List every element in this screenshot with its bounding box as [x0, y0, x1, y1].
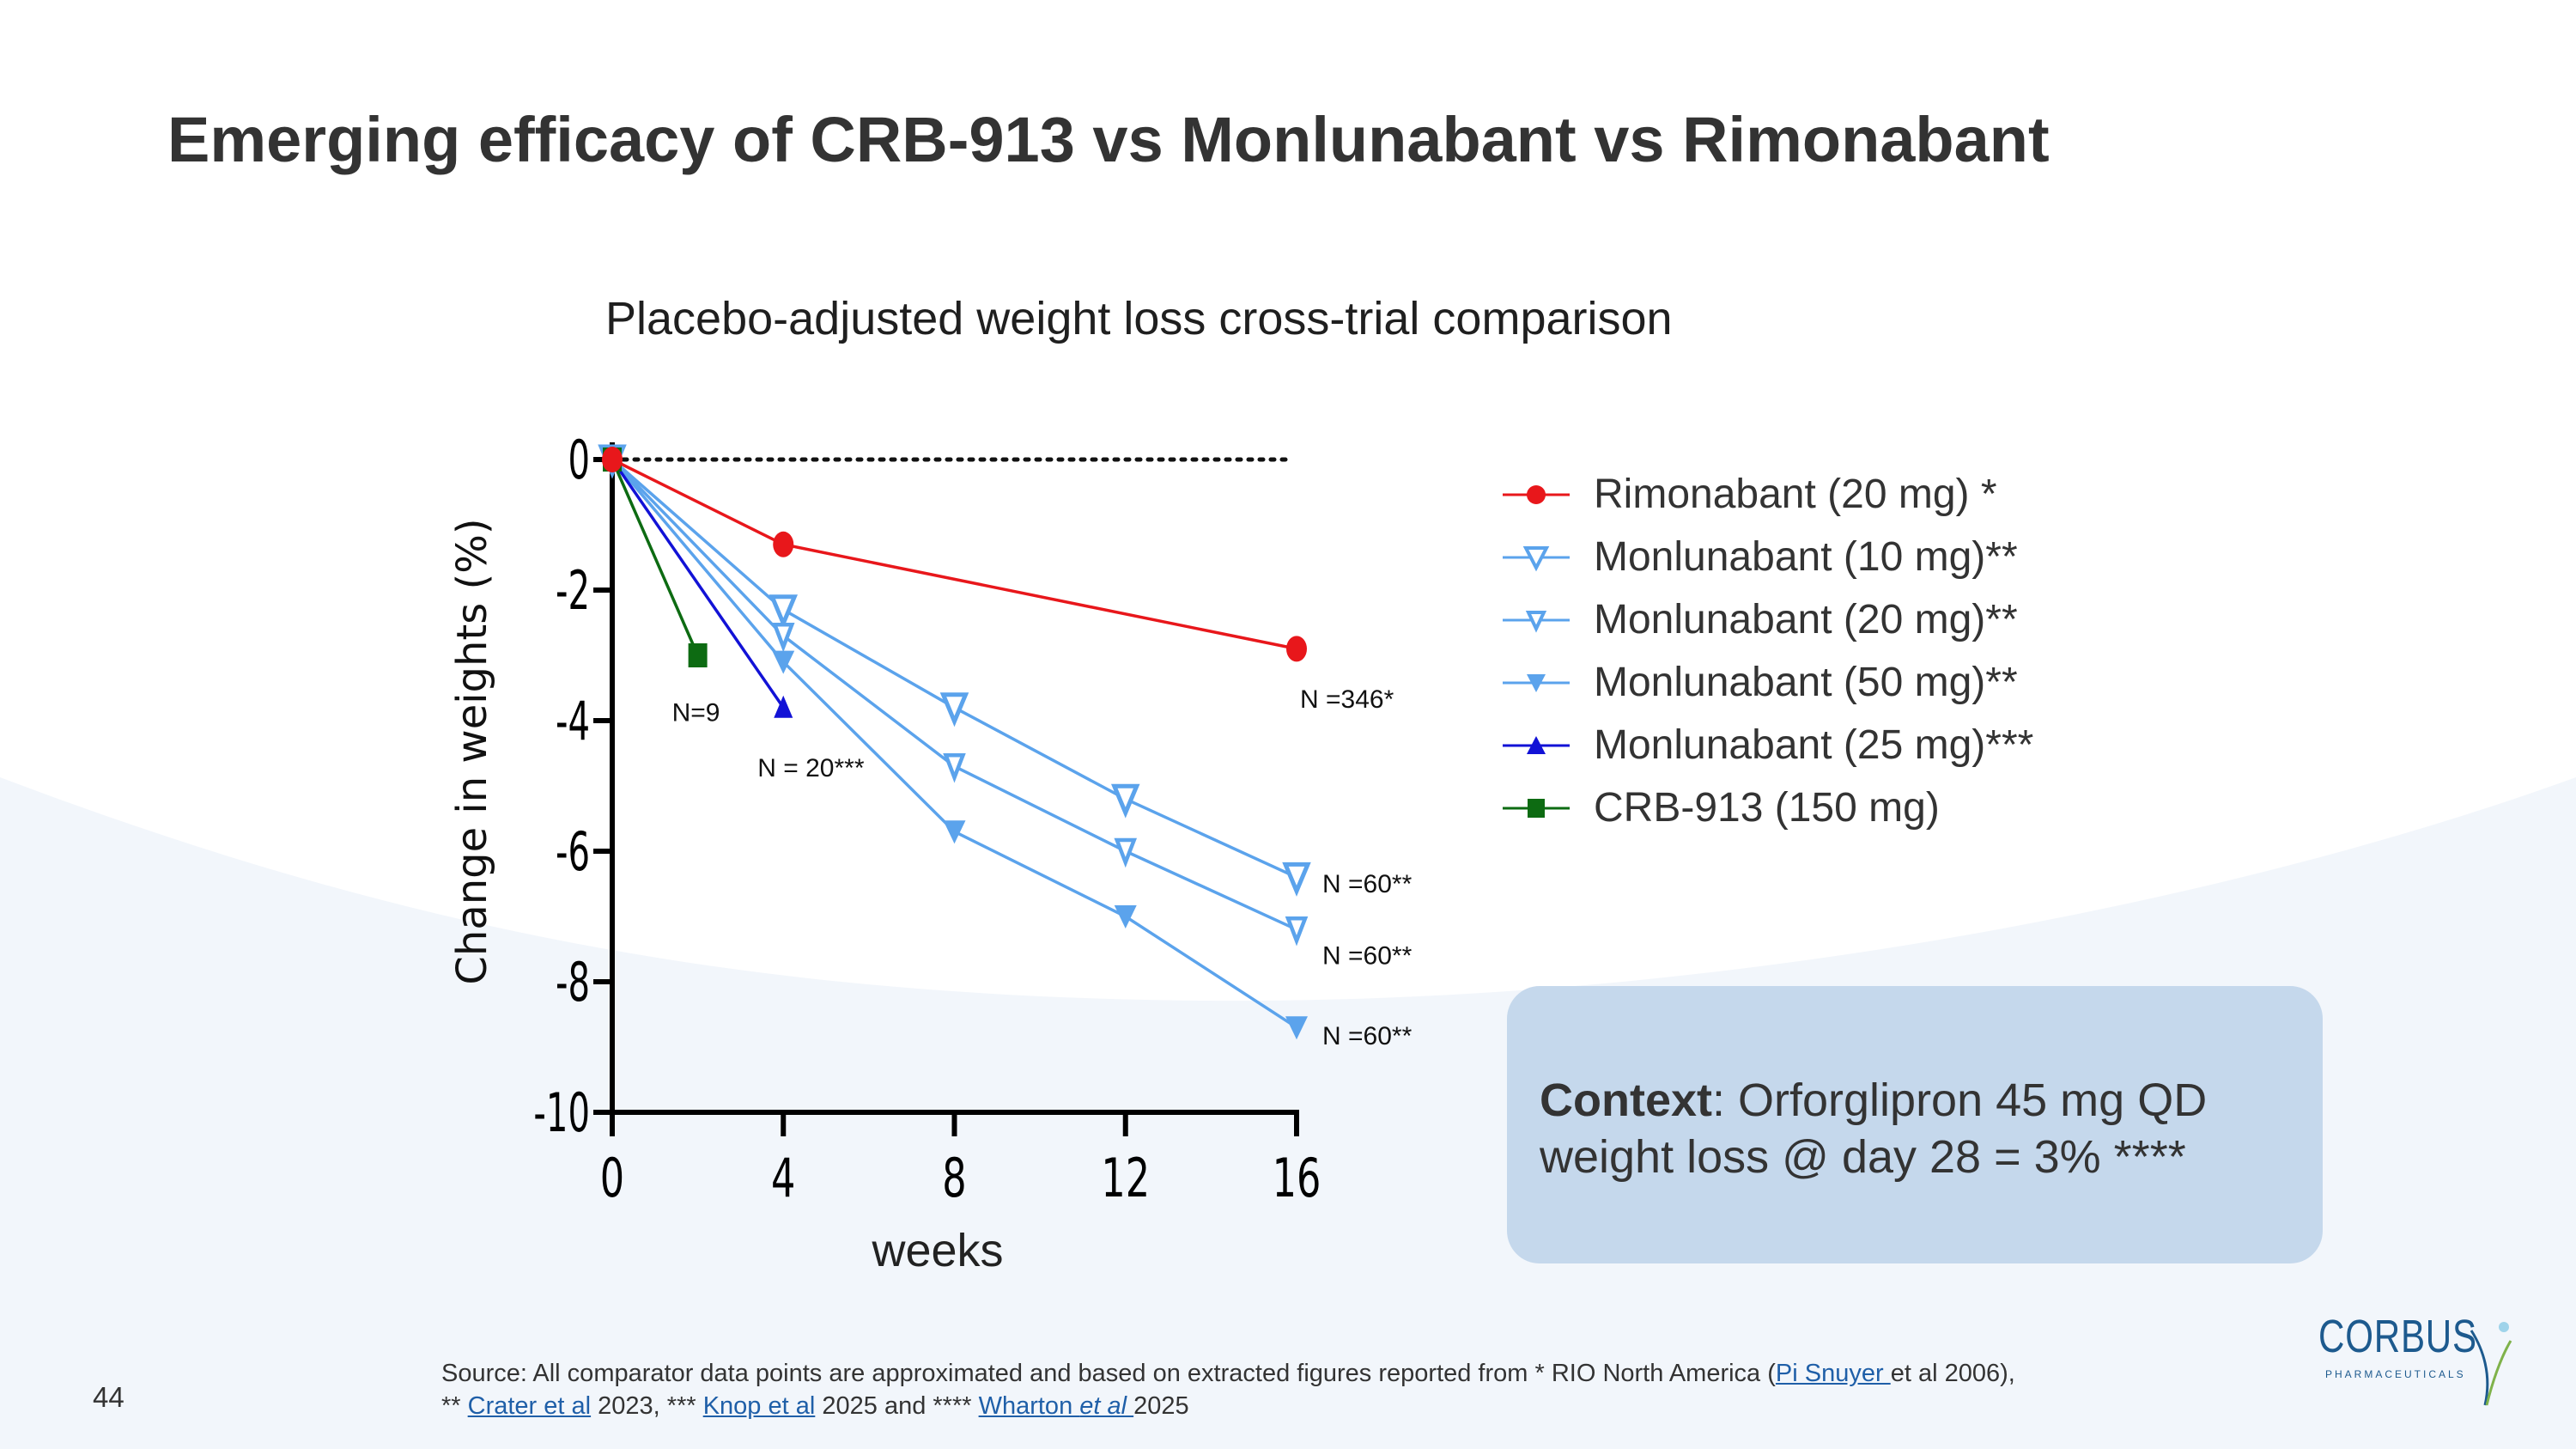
sample-size-annotation: N=9: [672, 698, 720, 727]
legend-label: Monlunabant (25 mg)***: [1594, 722, 2034, 768]
legend-label: Rimonabant (20 mg) *: [1594, 472, 1997, 517]
crater-link[interactable]: Crater et al: [467, 1392, 592, 1420]
footnote-text: 2025 and ****: [815, 1392, 979, 1420]
legend-item: Monlunabant (25 mg)***: [1503, 714, 2033, 776]
data-point-series-0: [773, 531, 794, 557]
context-box: Context: Orforglipron 45 mg QD weight lo…: [1507, 986, 2323, 1263]
sample-size-annotation: N =60**: [1322, 870, 1413, 898]
legend-item: Monlunabant (20 mg)**: [1503, 588, 2033, 651]
data-point-series-2: [943, 752, 966, 783]
sample-size-annotation: N =346*: [1300, 685, 1394, 714]
legend-item: Monlunabant (10 mg)**: [1503, 526, 2033, 588]
logo-figure-icon: [2470, 1322, 2512, 1406]
data-point-series-3: [772, 650, 795, 674]
knop-link[interactable]: Knop et al: [702, 1392, 816, 1420]
data-point-series-5: [688, 643, 708, 667]
x-axis-label: weeks: [871, 1225, 1003, 1276]
pi-snuyer-link[interactable]: Pi Snuyer: [1775, 1360, 1891, 1387]
chart-legend: Rimonabant (20 mg) * Monlunabant (10 mg)*…: [1494, 460, 2043, 848]
data-point-series-3: [1114, 905, 1137, 928]
series-line-4: [611, 459, 785, 709]
sample-size-annotation: N = 20***: [757, 754, 865, 782]
legend-item: Monlunabant (50 mg)**: [1503, 651, 2033, 714]
data-point-series-1: [939, 692, 969, 728]
series-line-5: [611, 459, 700, 656]
footnote-line-2: ** Crater et al 2023, *** Knop et al 202…: [441, 1390, 2015, 1422]
legend-item: CRB-913 (150 mg): [1503, 776, 2033, 839]
legend-marker-icon: [1503, 545, 1570, 571]
legend-marker-icon: [1503, 798, 1570, 818]
data-point-series-2: [1114, 837, 1138, 868]
x-tick-label: 4: [771, 1148, 795, 1209]
data-point-series-0: [1286, 636, 1307, 662]
series-line-3: [611, 458, 1297, 1029]
y-tick-label: -8: [556, 952, 590, 1014]
data-point-series-3: [1285, 1016, 1308, 1040]
y-tick-label: -2: [556, 560, 590, 622]
series-line-0: [611, 458, 1297, 651]
y-tick-label: -4: [556, 691, 590, 752]
context-body: : Orforglipron 45 mg QD weight loss @ da…: [1540, 1075, 2208, 1183]
series-line-1: [611, 458, 1297, 879]
footnote-text: 2023, ***: [591, 1392, 703, 1420]
data-point-series-4: [774, 695, 793, 718]
wharton-link-name: Wharton: [978, 1392, 1080, 1420]
x-tick-label: 12: [1101, 1148, 1150, 1209]
sample-size-annotation: N =60**: [1322, 1022, 1413, 1050]
legend-marker-icon: [1503, 673, 1570, 692]
legend-marker-icon: [1503, 484, 1570, 504]
footnote-text: 2025: [1133, 1392, 1189, 1420]
context-text: Context: Orforglipron 45 mg QD weight lo…: [1540, 1072, 2292, 1185]
legend-marker-icon: [1503, 610, 1570, 633]
legend-label: Monlunabant (50 mg)**: [1594, 660, 2018, 705]
footnote-text: Source: All comparator data points are a…: [441, 1360, 1776, 1387]
wharton-link[interactable]: Wharton et al: [979, 1392, 1134, 1420]
x-tick-label: 0: [600, 1148, 624, 1209]
source-footnote: Source: All comparator data points are a…: [441, 1357, 2015, 1422]
logo-wordmark: CORBUS: [2318, 1311, 2477, 1362]
chart-title: Placebo-adjusted weight loss cross-trial…: [605, 293, 1673, 344]
data-point-series-0: [602, 447, 623, 472]
legend-item: Rimonabant (20 mg) *: [1503, 463, 2033, 526]
legend-label: Monlunabant (10 mg)**: [1594, 534, 2018, 580]
data-point-series-3: [943, 820, 966, 844]
slide-title: Emerging efficacy of CRB-913 vs Monlunab…: [167, 104, 2050, 175]
legend-marker-icon: [1503, 735, 1570, 754]
corbus-logo: CORBUS PHARMACEUTICALS: [2318, 1310, 2516, 1413]
data-point-series-2: [771, 622, 795, 653]
data-point-series-1: [1282, 861, 1311, 897]
data-point-series-2: [1285, 916, 1309, 947]
wharton-link-etal: et al: [1079, 1392, 1134, 1420]
x-tick-label: 16: [1273, 1148, 1321, 1209]
x-tick-label: 8: [942, 1148, 966, 1209]
data-point-series-1: [1110, 783, 1140, 819]
page-number: 44: [93, 1381, 125, 1413]
footnote-line-1: Source: All comparator data points are a…: [441, 1357, 2015, 1390]
sample-size-annotation: N =60**: [1322, 942, 1413, 971]
logo-subtitle: PHARMACEUTICALS: [2325, 1368, 2466, 1380]
y-tick-label: -10: [533, 1082, 590, 1144]
y-axis-label: Change in weights (%): [448, 518, 496, 984]
legend-label: CRB-913 (150 mg): [1594, 785, 1940, 831]
data-point-series-1: [769, 594, 799, 630]
y-tick-label: -6: [556, 821, 590, 883]
context-label: Context: [1540, 1075, 1712, 1126]
footnote-text: et al 2006),: [1890, 1360, 2015, 1387]
footnote-text: **: [441, 1392, 468, 1420]
y-tick-label: 0: [568, 429, 590, 491]
legend-label: Monlunabant (20 mg)**: [1594, 597, 2018, 642]
